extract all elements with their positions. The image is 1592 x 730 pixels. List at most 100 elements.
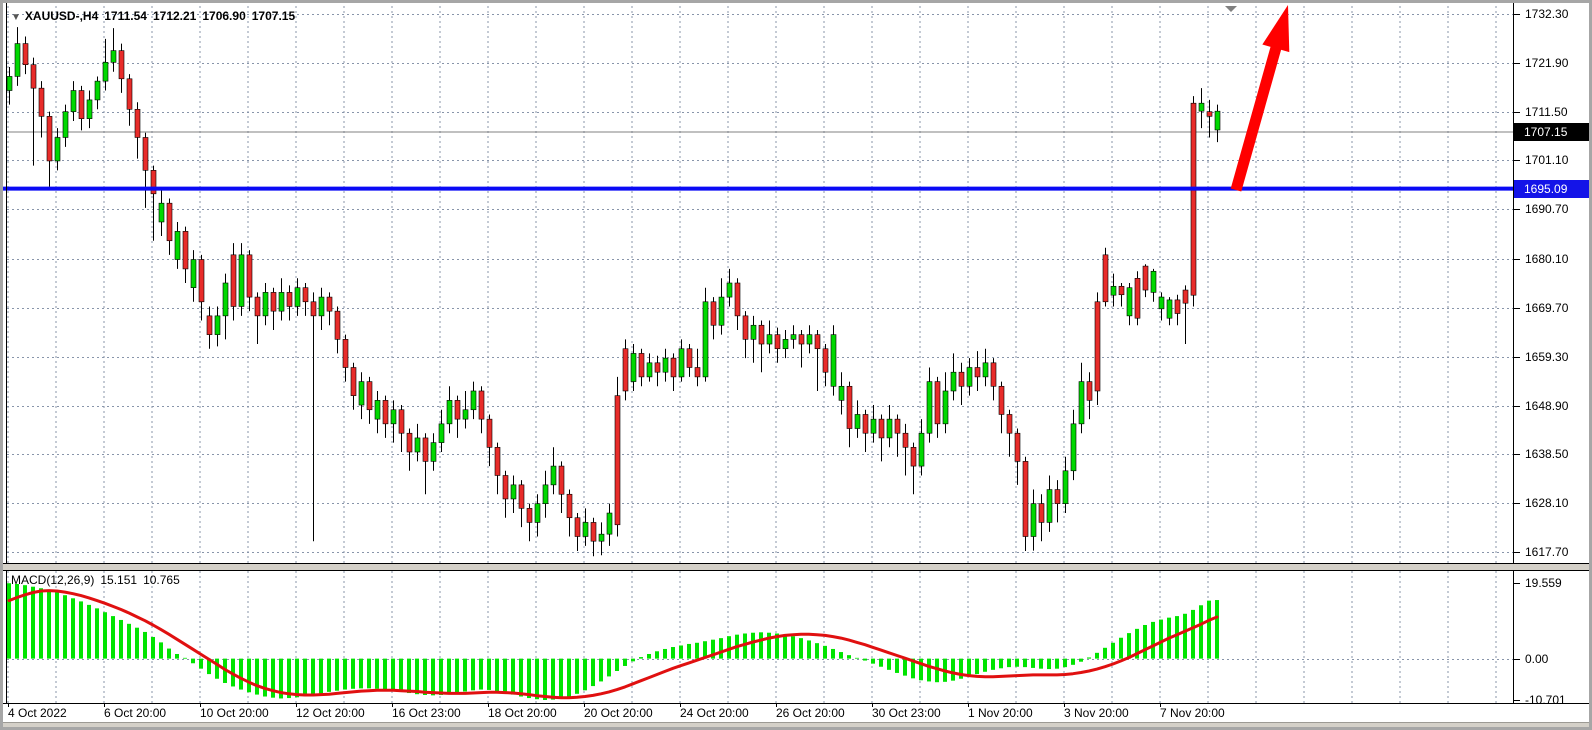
macd-bar <box>1119 637 1123 659</box>
macd-indicator-label: MACD(12,26,9) 15.151 10.765 <box>11 573 186 587</box>
macd-bar <box>831 648 835 659</box>
macd-bar <box>519 658 523 697</box>
macd-bar <box>431 658 435 696</box>
macd-bar <box>279 658 283 699</box>
candle-body <box>814 334 821 350</box>
candle-body <box>806 334 813 345</box>
candle-body <box>462 409 469 420</box>
macd-bar <box>991 658 995 670</box>
macd-bar <box>247 658 251 693</box>
candle-body <box>22 43 29 66</box>
macd-bar <box>327 658 331 692</box>
axis-ticks <box>8 14 1520 707</box>
candle-body <box>974 367 981 378</box>
candle-body <box>302 287 309 303</box>
candle-body <box>886 418 893 439</box>
macd-name: MACD(12,26,9) <box>11 573 95 587</box>
time-tick-label: 6 Oct 20:00 <box>104 706 167 720</box>
macd-bar <box>1199 605 1203 659</box>
candle-body <box>1142 265 1149 291</box>
macd-bar <box>447 658 451 695</box>
symbol-dropdown-icon[interactable]: ▼ <box>11 12 21 23</box>
macd-bar <box>751 632 755 659</box>
macd-bar <box>911 658 915 679</box>
macd-bar <box>1071 658 1075 665</box>
chart-title: ▼ XAUUSD-,H4 1711.54 1712.21 1706.90 1707.15 <box>11 9 301 23</box>
macd-bar <box>583 658 587 691</box>
candle-body <box>534 503 541 523</box>
candle-body <box>846 385 853 429</box>
macd-bar <box>487 658 491 690</box>
macd-bar <box>575 658 579 694</box>
macd-bar <box>215 658 219 679</box>
candle-body <box>438 423 445 443</box>
candle-body <box>638 353 645 378</box>
candle-body <box>822 348 829 373</box>
quote-low: 1706.90 <box>202 9 246 23</box>
candle-body <box>38 87 45 117</box>
hline-price-tag[interactable]: 1695.09 <box>1514 180 1589 198</box>
macd-bar <box>15 584 19 659</box>
candle-body <box>934 381 941 425</box>
annotation-arrow-up-icon[interactable] <box>1230 5 1290 192</box>
price-tick-label: 1669.70 <box>1525 301 1569 315</box>
macd-bar <box>903 658 907 676</box>
candle-body <box>14 43 21 77</box>
macd-bar <box>791 636 795 659</box>
candle-body <box>894 418 901 434</box>
macd-bar <box>439 658 443 695</box>
candle-body <box>342 339 349 368</box>
macd-bar <box>479 658 483 690</box>
macd-bar <box>679 645 683 659</box>
price-tick-label: 1701.10 <box>1525 153 1569 167</box>
macd-bar <box>1087 657 1091 659</box>
macd-bar <box>287 658 291 699</box>
macd-bar <box>623 658 627 666</box>
macd-bar <box>31 586 35 659</box>
candle-body <box>246 254 253 298</box>
macd-axis-min: -10.701 <box>1525 693 1566 707</box>
candle-body <box>1070 423 1077 472</box>
candle-body <box>982 362 989 378</box>
candle-body <box>1038 503 1045 523</box>
macd-bar <box>1191 609 1195 659</box>
macd-bar <box>1127 633 1131 659</box>
candle-body <box>134 109 141 138</box>
macd-main-value: 15.151 <box>100 573 138 587</box>
macd-bar <box>319 658 323 694</box>
candle-body <box>382 400 389 425</box>
macd-bar <box>671 647 675 659</box>
candle-body <box>918 432 925 467</box>
macd-bar <box>167 648 171 659</box>
chart-shift-marker-icon[interactable] <box>1225 6 1237 12</box>
macd-bar <box>639 657 643 659</box>
chart-canvas[interactable] <box>3 3 1592 730</box>
candle-body <box>502 475 509 500</box>
candle-body <box>526 508 533 523</box>
macd-bar <box>423 658 427 695</box>
macd-bar <box>199 658 203 669</box>
macd-bar <box>71 598 75 659</box>
candle-body <box>262 292 269 317</box>
candle-body <box>222 282 229 317</box>
macd-bar <box>1055 658 1059 669</box>
candle-body <box>1006 414 1013 434</box>
candle-body <box>670 357 677 378</box>
candle-body <box>718 296 725 326</box>
time-tick-label: 3 Nov 20:00 <box>1064 706 1129 720</box>
macd-bar <box>727 636 731 659</box>
macd-bar <box>183 657 187 659</box>
candle-body <box>446 400 453 425</box>
macd-bar <box>23 585 27 659</box>
candle-body <box>398 409 405 434</box>
macd-bar <box>871 658 875 664</box>
candle-body <box>774 334 781 350</box>
candle-body <box>6 76 13 91</box>
macd-bar <box>551 658 555 700</box>
candle-body <box>350 367 357 396</box>
macd-bar <box>399 658 403 692</box>
candle-body <box>1150 270 1157 293</box>
macd-bar <box>191 658 195 664</box>
macd-bar <box>879 658 883 667</box>
candle-body <box>1094 301 1101 392</box>
